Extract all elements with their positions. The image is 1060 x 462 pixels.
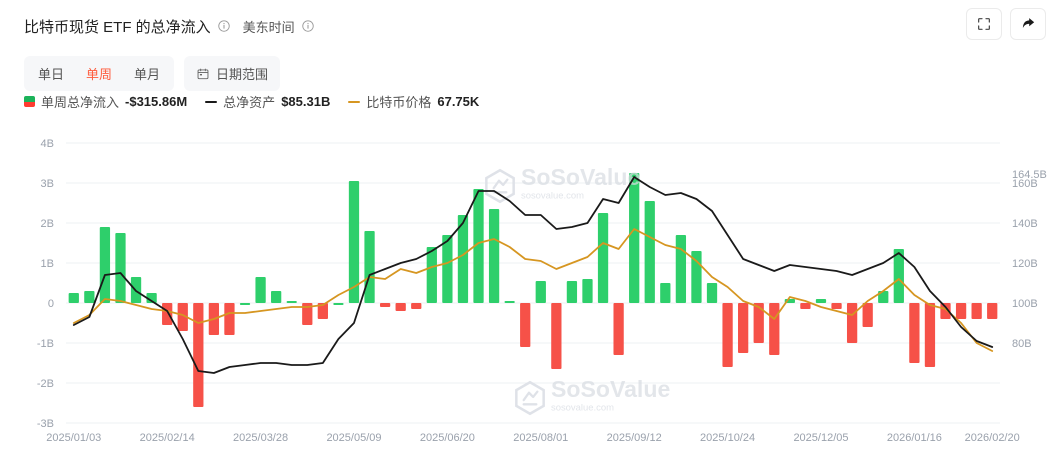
svg-text:2025/09/12: 2025/09/12 (607, 432, 662, 444)
svg-text:-2B: -2B (37, 378, 54, 390)
svg-text:-1B: -1B (37, 338, 54, 350)
svg-text:3B: 3B (41, 178, 54, 190)
svg-text:100B: 100B (1012, 298, 1038, 310)
svg-text:1B: 1B (41, 258, 54, 270)
svg-text:sosovalue.com: sosovalue.com (551, 403, 614, 414)
svg-text:2025/05/09: 2025/05/09 (326, 432, 381, 444)
svg-text:2025/06/20: 2025/06/20 (420, 432, 475, 444)
svg-text:2025/08/01: 2025/08/01 (513, 432, 568, 444)
svg-text:2B: 2B (41, 218, 54, 230)
svg-text:140B: 140B (1012, 218, 1038, 230)
svg-text:0: 0 (48, 298, 54, 310)
svg-text:2025/12/05: 2025/12/05 (793, 432, 848, 444)
svg-text:SoSoValue: SoSoValue (521, 164, 640, 190)
svg-text:sosovalue.com: sosovalue.com (521, 191, 584, 202)
svg-text:4B: 4B (41, 138, 54, 150)
svg-text:2026/02/20: 2026/02/20 (965, 432, 1020, 444)
svg-text:160B: 160B (1012, 178, 1038, 190)
svg-text:2025/02/14: 2025/02/14 (140, 432, 195, 444)
svg-text:2025/01/03: 2025/01/03 (46, 432, 101, 444)
svg-text:2025/03/28: 2025/03/28 (233, 432, 288, 444)
svg-text:2026/01/16: 2026/01/16 (887, 432, 942, 444)
svg-text:120B: 120B (1012, 258, 1038, 270)
svg-text:2025/10/24: 2025/10/24 (700, 432, 755, 444)
svg-text:-3B: -3B (37, 418, 54, 430)
svg-text:80B: 80B (1012, 338, 1032, 350)
svg-text:SoSoValue: SoSoValue (551, 376, 670, 402)
